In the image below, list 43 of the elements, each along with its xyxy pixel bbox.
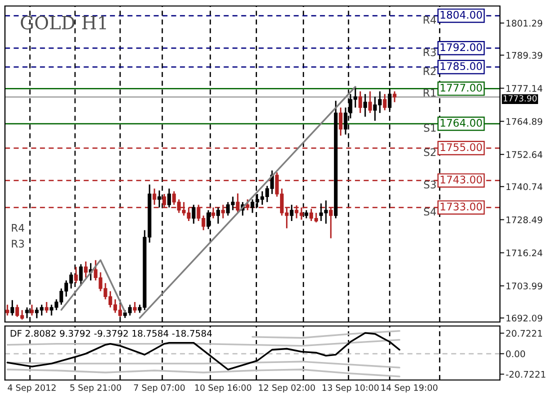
annotation: 1733.00 [440,202,482,211]
y-tick-label: 1703.99 [506,282,542,290]
x-tick-label: 4 Sep 2012 [8,384,56,392]
annotation: R4 [12,224,24,232]
annotation: 1755.00 [440,143,482,152]
y-tick-label: 20.7221 [506,330,542,337]
x-tick-label: 7 Sep 07:00 [134,384,185,392]
ref-line-label: 1773.90 [504,95,537,102]
ref-line-label: R3 [424,48,436,56]
y-tick-label: 1740.74 [506,183,542,190]
ref-line-label: R4 [424,16,436,24]
annotation: R3 [12,240,24,248]
ref-line-label: S3 [424,180,436,189]
annotation: 1785.00 [440,62,482,70]
y-tick-label: 1777.14 [506,85,542,92]
line-series [6,368,400,378]
y-tick-label: -20.7221 [506,370,546,378]
annotation: 1743.00 [440,176,482,184]
x-tick-label: 12 Sep 02:00 [258,384,315,392]
chart-title: DF 2.8082 9.3792 -9.3792 18.7584 -18.7584 [10,330,212,337]
annotation: 1792.00 [440,43,482,52]
ref-line-label: R2 [424,67,436,75]
ref-line-label: S2 [424,148,436,156]
annotation: 1804.00 [440,10,482,19]
chart-title: GOLD H1 [20,16,106,30]
annotation: 1764.00 [440,118,482,127]
ref-line-label: S4 [424,208,436,216]
y-tick-label: 1801.29 [506,20,542,27]
line-series [252,330,400,339]
annotation: 1777.00 [440,84,482,92]
y-tick-label: 1716.24 [506,249,542,256]
y-tick-label: 1692.09 [506,314,542,322]
y-tick-label: 1752.64 [506,151,542,158]
x-tick-label: 14 Sep 19:00 [381,384,438,392]
x-tick-label: 13 Sep 10:00 [322,384,379,392]
ref-line-label: R1 [424,88,436,97]
y-tick-label: 1789.39 [506,52,542,59]
ref-line-label: S1 [424,124,436,132]
x-tick-label: 5 Sep 21:00 [70,384,122,392]
x-tick-label: 10 Sep 16:00 [195,384,252,392]
y-tick-label: 1764.89 [506,118,542,125]
y-tick-label: 1728.49 [506,216,542,224]
y-tick-label: 0.00 [506,350,526,358]
